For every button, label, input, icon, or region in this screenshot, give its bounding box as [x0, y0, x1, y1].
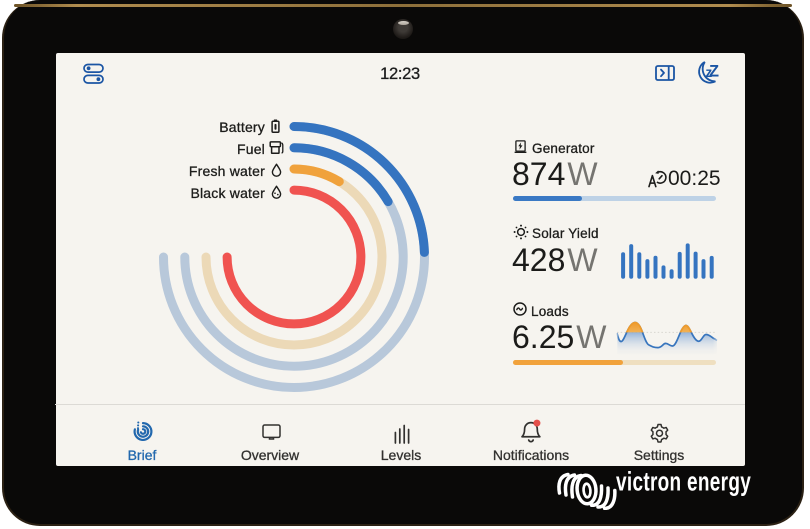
- svg-text:z: z: [705, 65, 712, 80]
- svg-text:Z: Z: [709, 62, 719, 80]
